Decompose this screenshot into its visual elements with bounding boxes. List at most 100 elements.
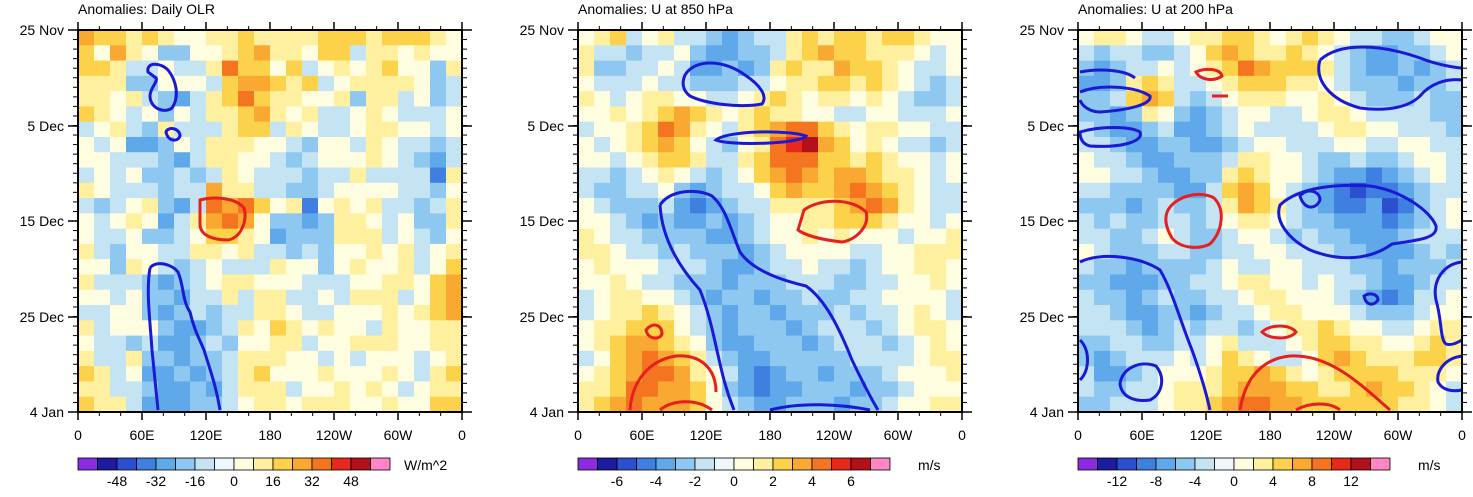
heatmap-cell [1174,182,1191,199]
heatmap-cell [946,381,963,398]
heatmap-cell [914,213,931,230]
heatmap-cell [1446,182,1463,199]
heatmap-cell [610,381,627,398]
heatmap-cell [1110,350,1127,367]
heatmap-cell [190,366,207,383]
heatmap-cell [158,198,175,214]
heatmap-cell [190,259,207,276]
heatmap-cell [1302,30,1319,46]
heatmap-cell [1302,213,1319,230]
heatmap-cell [898,167,915,184]
colorbar-label: -6 [611,473,624,489]
heatmap-cell [642,381,659,398]
heatmap-cell [206,243,223,260]
heatmap-cell [914,182,931,199]
heatmap-cell [94,30,111,46]
heatmap-cell [302,91,319,107]
heatmap-cell [430,366,447,383]
heatmap-cell [770,335,787,352]
heatmap-cell [1078,381,1095,398]
heatmap-cell [866,198,883,214]
colorbar-label: -12 [1107,473,1127,489]
heatmap-cell [78,91,95,107]
colorbar-swatch [1116,457,1137,471]
heatmap-cell [110,75,127,92]
heatmap-cell [626,30,643,46]
heatmap-cell [126,152,143,169]
heatmap-cell [302,30,319,46]
heatmap-cell [770,75,787,92]
heatmap-cell [206,91,223,107]
heatmap-cell [770,136,787,153]
heatmap-cell [446,30,463,46]
x-tick-label: 120E [190,427,223,443]
heatmap-cell [1254,75,1271,92]
heatmap-cell [302,259,319,276]
heatmap-cell [1110,182,1127,199]
colorbar-swatch [272,457,293,471]
heatmap-cell [578,45,595,62]
heatmap-cell [818,274,835,291]
heatmap-cell [818,75,835,92]
heatmap-cell [722,289,739,306]
heatmap-cell [78,182,95,199]
heatmap-cell [706,259,723,276]
heatmap-cell [802,30,819,46]
heatmap-cell [238,335,255,352]
colorbar-swatch [772,457,793,471]
heatmap-cell [1126,228,1143,245]
heatmap-cell [658,152,675,169]
heatmap-cell [286,289,303,306]
heatmap-cell [1446,396,1463,413]
heatmap-cell [1286,259,1303,276]
heatmap-cell [142,182,159,199]
heatmap-cell [430,305,447,321]
colorbar-swatch [577,457,598,471]
heatmap-cell [174,381,191,398]
heatmap-cell [754,320,771,337]
heatmap-cell [1158,167,1175,184]
heatmap-cell [446,45,463,62]
heatmap-cell [270,289,287,306]
heatmap-cell [238,243,255,260]
heatmap-cell [834,350,851,367]
heatmap-cell [802,366,819,383]
heatmap-cell [222,396,239,413]
heatmap-cell [594,106,611,123]
heatmap-cell [898,60,915,77]
heatmap-cell [818,30,835,46]
heatmap-cell [722,274,739,291]
heatmap-cell [914,305,931,321]
heatmap-cell [658,91,675,107]
heatmap-cell [1078,274,1095,291]
heatmap-cell [1078,30,1095,46]
heatmap-cell [1414,182,1431,199]
heatmap-cell [222,182,239,199]
negative-contour [769,403,871,412]
heatmap-cell [78,167,95,184]
heatmap-cell [946,60,963,77]
heatmap-cell [642,335,659,352]
heatmap-cell [1366,396,1383,413]
heatmap-cell [446,228,463,245]
heatmap-cell [286,60,303,77]
heatmap-cell [1206,152,1223,169]
heatmap-cell [674,305,691,321]
heatmap-cell [1078,335,1095,352]
heatmap-cell [706,45,723,62]
heatmap-cell [94,167,111,184]
colorbar-swatch [811,457,832,471]
heatmap-cell [446,350,463,367]
heatmap-cell [754,60,771,77]
heatmap-cell [754,335,771,352]
heatmap-cell [594,289,611,306]
negative-contour [1436,354,1463,393]
heatmap-cell [802,243,819,260]
heatmap-cell [446,136,463,153]
y-tick-label: 25 Nov [520,22,564,38]
heatmap-cell [754,136,771,153]
heatmap-cell [446,60,463,77]
heatmap-cell [366,289,383,306]
heatmap-cell [738,228,755,245]
heatmap-cell [1366,320,1383,337]
